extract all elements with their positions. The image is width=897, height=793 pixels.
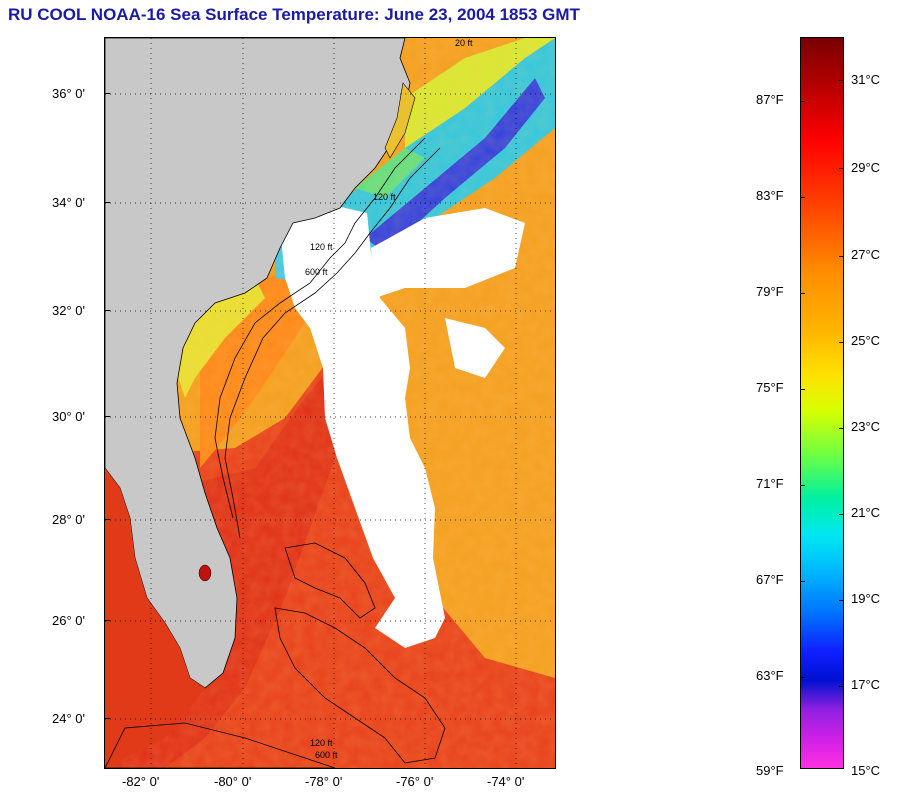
celsius-label: 19°C <box>851 591 881 606</box>
cb-tick-f <box>800 293 805 294</box>
cuba-coast <box>105 722 336 768</box>
tick-lat-28 <box>104 519 110 520</box>
tick-lat-30 <box>104 416 110 417</box>
gulf-of-mexico-water <box>105 468 205 768</box>
cloud-cover-main <box>280 206 445 628</box>
cloud-cover-east <box>445 318 505 378</box>
fahrenheit-label: 83°F <box>756 188 784 203</box>
fahrenheit-label: 59°F <box>756 763 784 778</box>
map-title: RU COOL NOAA-16 Sea Surface Temperature:… <box>8 5 580 24</box>
fahrenheit-label: 87°F <box>756 92 784 107</box>
cb-tick-c <box>839 256 844 257</box>
cb-tick-c <box>839 342 844 343</box>
celsius-label: 15°C <box>851 763 881 778</box>
latitude-label: 26° 0' <box>52 613 85 628</box>
tick-lat-34 <box>104 202 110 203</box>
isobath-label: 120 ft <box>310 738 333 748</box>
isobath-label: 600 ft <box>305 267 328 277</box>
cb-tick-f <box>800 581 805 582</box>
cb-tick-c <box>839 428 844 429</box>
isobath-600ft-north <box>354 147 441 254</box>
temperature-colorbar <box>800 37 844 769</box>
celsius-label: 23°C <box>851 419 881 434</box>
latitude-label: 32° 0' <box>52 303 85 318</box>
isobath-600ft <box>224 252 356 539</box>
latitude-label: 36° 0' <box>52 86 85 101</box>
isobath-120ft <box>214 242 346 519</box>
latitude-label: 28° 0' <box>52 512 85 527</box>
isobath-label: 600 ft <box>315 750 338 760</box>
latitude-label: 24° 0' <box>52 711 85 726</box>
tick-lat-26 <box>104 620 110 621</box>
longitude-label: -78° 0' <box>305 774 343 789</box>
cb-tick-c <box>839 514 844 515</box>
fahrenheit-label: 79°F <box>756 284 784 299</box>
graticule <box>105 38 555 768</box>
longitude-label: -80° 0' <box>214 774 252 789</box>
cb-tick-c <box>839 80 844 81</box>
bahamas-little-bank <box>284 542 376 619</box>
celsius-label: 27°C <box>851 247 881 262</box>
cb-tick-f <box>800 197 805 198</box>
cloud-cover-north <box>371 208 525 298</box>
celsius-label: 21°C <box>851 505 881 520</box>
isobath-label: 20 ft <box>455 38 473 48</box>
fahrenheit-label: 67°F <box>756 572 784 587</box>
longitude-label: -76° 0' <box>396 774 434 789</box>
longitude-label: -82° 0' <box>122 774 160 789</box>
latitude-label: 30° 0' <box>52 409 85 424</box>
sst-map-svg: 20 ft 120 ft 600 ft 120 ft 120 ft 600 ft <box>105 38 555 768</box>
celsius-label: 29°C <box>851 160 881 175</box>
tick-lat-32 <box>104 310 110 311</box>
bahamas-great-bank <box>274 607 446 764</box>
isobath-shelf-north <box>344 137 426 244</box>
tick-lat-24 <box>104 718 110 719</box>
cb-tick-f <box>800 677 805 678</box>
latitude-label: 34° 0' <box>52 195 85 210</box>
cloud-cover-south <box>375 598 445 648</box>
fahrenheit-label: 75°F <box>756 380 784 395</box>
cb-tick-c <box>839 168 844 169</box>
isobath-label: 120 ft <box>373 192 396 202</box>
lake-okeechobee <box>198 564 212 582</box>
sst-map[interactable]: 20 ft 120 ft 600 ft 120 ft 120 ft 600 ft <box>104 37 556 769</box>
celsius-label: 17°C <box>851 677 881 692</box>
pamlico-sound <box>384 82 416 159</box>
cb-tick-f <box>800 101 805 102</box>
celsius-label: 25°C <box>851 333 881 348</box>
longitude-label: -74° 0' <box>487 774 525 789</box>
cb-tick-f <box>800 485 805 486</box>
celsius-label: 31°C <box>851 72 881 87</box>
fahrenheit-label: 63°F <box>756 668 784 683</box>
cb-tick-c <box>839 600 844 601</box>
isobath-label: 120 ft <box>310 242 333 252</box>
cb-tick-f <box>800 389 805 390</box>
us-coastline-land <box>105 38 411 689</box>
cb-tick-c <box>839 686 844 687</box>
tick-lat-36 <box>104 93 110 94</box>
fahrenheit-label: 71°F <box>756 476 784 491</box>
